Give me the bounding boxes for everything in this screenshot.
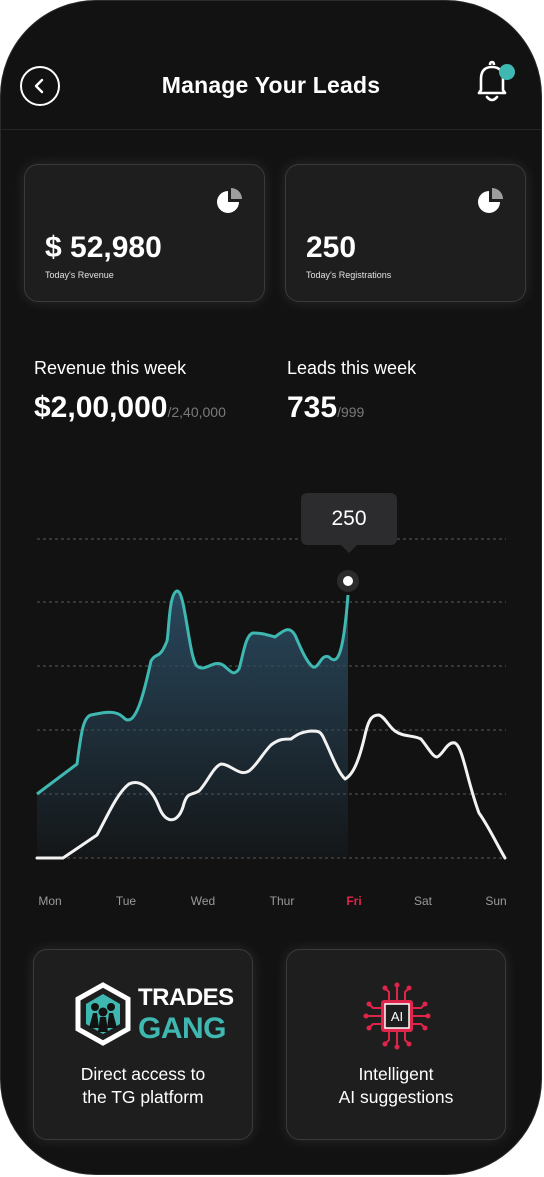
pie-chart-icon: [478, 188, 503, 213]
registrations-stat-card[interactable]: 250 Today's Registrations: [285, 164, 526, 302]
registrations-label: Today's Registrations: [306, 270, 392, 280]
tradesgang-logo: TRADES GANG: [72, 982, 234, 1046]
ai-suggestions-card[interactable]: AI Intelligent AI suggestions: [286, 949, 506, 1140]
revenue-label: Today's Revenue: [45, 270, 114, 280]
revenue-stat-card[interactable]: $ 52,980 Today's Revenue: [24, 164, 265, 302]
tg-platform-text: Direct access to the TG platform: [34, 1063, 252, 1109]
header: Manage Your Leads: [1, 1, 541, 130]
notification-button[interactable]: [469, 59, 517, 107]
x-axis-labels: Mon Tue Wed Thur Fri Sat Sun: [38, 894, 506, 908]
leads-week-value: 735/999: [287, 391, 364, 425]
revenue-week-label: Revenue this week: [34, 358, 187, 378]
revenue-week-target: /2,40,000: [167, 404, 226, 420]
tradesgang-emblem-icon: [75, 982, 131, 1046]
tg-platform-line2: the TG platform: [82, 1087, 204, 1107]
leads-week-target: /999: [337, 404, 365, 420]
leads-week-amount: 735: [287, 391, 338, 424]
ai-chip-icon: AI: [363, 982, 431, 1050]
x-tick-label: Tue: [116, 894, 137, 908]
logo-text-gang: GANG: [138, 1012, 227, 1045]
x-tick-label: Wed: [191, 894, 215, 908]
pie-chart-icon: [217, 188, 242, 213]
leads-line-chart[interactable]: Mon Tue Wed Thur Fri Sat Sun: [1, 481, 542, 921]
ai-chip-label: AI: [391, 1009, 403, 1024]
x-tick-label: Sun: [485, 894, 506, 908]
x-tick-label: Sat: [414, 894, 433, 908]
tg-platform-line1: Direct access to: [80, 1064, 206, 1084]
chart-tooltip: 250: [301, 493, 397, 553]
bell-icon: [477, 60, 515, 102]
x-tick-label: Mon: [38, 894, 61, 908]
series-1-area: [37, 590, 348, 858]
logo-text-trades: TRADES: [138, 984, 234, 1011]
x-tick-label: Thur: [270, 894, 295, 908]
x-tick-label-active: Fri: [346, 894, 361, 908]
series-1-line: [36, 589, 350, 796]
ai-suggestions-text: Intelligent AI suggestions: [287, 1063, 505, 1109]
ai-suggestions-line1: Intelligent: [358, 1064, 434, 1084]
tg-platform-card[interactable]: TRADES GANG Direct access to the TG plat…: [33, 949, 253, 1140]
notification-dot: [499, 64, 515, 80]
page-title: Manage Your Leads: [161, 72, 381, 98]
back-button[interactable]: [20, 66, 60, 106]
revenue-value: $ 52,980: [45, 231, 162, 264]
highlight-point[interactable]: [343, 576, 353, 586]
chevron-left-icon: [34, 78, 44, 94]
registrations-value: 250: [306, 231, 357, 264]
revenue-week-amount: $2,00,000: [34, 391, 168, 424]
leads-week-label: Leads this week: [287, 358, 417, 378]
revenue-week-value: $2,00,000/2,40,000: [34, 391, 226, 425]
series-2-line: [35, 713, 507, 860]
ai-suggestions-line2: AI suggestions: [338, 1087, 454, 1107]
